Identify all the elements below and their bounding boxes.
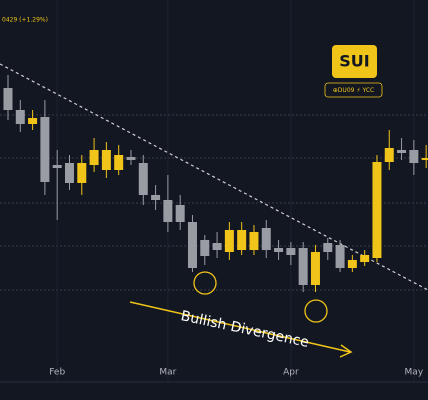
x-tick-label: Apr bbox=[283, 368, 299, 378]
header: 0429 (+1.29%) bbox=[2, 17, 48, 24]
candle-body bbox=[15, 110, 25, 124]
candle-body bbox=[261, 228, 271, 250]
candle-body bbox=[310, 252, 320, 285]
candle-body bbox=[212, 243, 222, 250]
candle-body bbox=[372, 162, 382, 258]
logo-box bbox=[332, 45, 377, 78]
candle-body bbox=[224, 230, 234, 252]
candle-body bbox=[151, 195, 161, 200]
highlight-circle bbox=[193, 271, 217, 295]
candle-body bbox=[347, 260, 357, 268]
x-tick-label: Mar bbox=[159, 368, 176, 378]
candle-body bbox=[384, 148, 394, 162]
candle-body bbox=[397, 150, 407, 153]
candle-body bbox=[28, 118, 38, 124]
candle-body bbox=[101, 150, 111, 170]
x-tick-label: Feb bbox=[49, 368, 65, 378]
candle-body bbox=[126, 157, 136, 160]
highlight-circle bbox=[304, 299, 328, 323]
credit: ⊕DU09 ⚡ YCC bbox=[333, 87, 374, 94]
x-tick-label: May bbox=[405, 368, 424, 378]
candle-body bbox=[138, 163, 148, 195]
arrow-shaft bbox=[129, 301, 351, 353]
candle-body bbox=[200, 240, 210, 256]
trendline bbox=[0, 63, 428, 291]
candle-body bbox=[187, 222, 197, 268]
levels bbox=[0, 114, 428, 291]
candle-body bbox=[77, 163, 87, 183]
candle-body bbox=[89, 150, 99, 165]
candle-body bbox=[286, 248, 296, 255]
candle-body bbox=[40, 117, 50, 182]
candle-body bbox=[175, 205, 185, 222]
candle-body bbox=[64, 163, 74, 183]
candle-body bbox=[274, 248, 284, 252]
candle-body bbox=[323, 243, 333, 252]
credit-box bbox=[324, 82, 383, 98]
candle-body bbox=[114, 155, 124, 170]
candle-body bbox=[52, 165, 62, 168]
candle-body bbox=[360, 255, 370, 262]
candle-body bbox=[237, 230, 247, 250]
candle-body bbox=[3, 88, 13, 110]
logo: SUI bbox=[339, 52, 369, 71]
candle-body bbox=[409, 150, 419, 163]
candle-body bbox=[335, 245, 345, 268]
candle-body bbox=[163, 200, 173, 222]
candle-body bbox=[421, 158, 428, 160]
candle-body bbox=[249, 232, 259, 250]
candle-body bbox=[298, 248, 308, 285]
arrow-head bbox=[339, 344, 353, 358]
